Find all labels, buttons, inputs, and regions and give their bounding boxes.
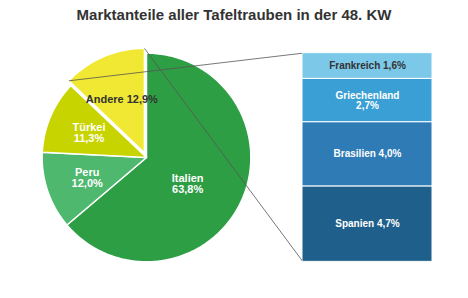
svg-text:Andere 12,9%: Andere 12,9% bbox=[86, 93, 158, 105]
svg-text:Italien63,8%: Italien63,8% bbox=[172, 172, 204, 195]
svg-text:Türkei11,3%: Türkei11,3% bbox=[72, 121, 105, 144]
svg-text:Frankreich 1,6%: Frankreich 1,6% bbox=[329, 60, 406, 71]
svg-text:Brasilien 4,0%: Brasilien 4,0% bbox=[334, 148, 402, 159]
html-text:Marktanteile aller Tafeltraube: Marktanteile aller Tafeltrauben in der 4… bbox=[76, 6, 392, 23]
svg-text:Peru12,0%: Peru12,0% bbox=[71, 166, 102, 189]
svg-text:Griechenland2,7%: Griechenland2,7% bbox=[336, 90, 400, 111]
svg-text:Spanien 4,7%: Spanien 4,7% bbox=[336, 218, 401, 229]
